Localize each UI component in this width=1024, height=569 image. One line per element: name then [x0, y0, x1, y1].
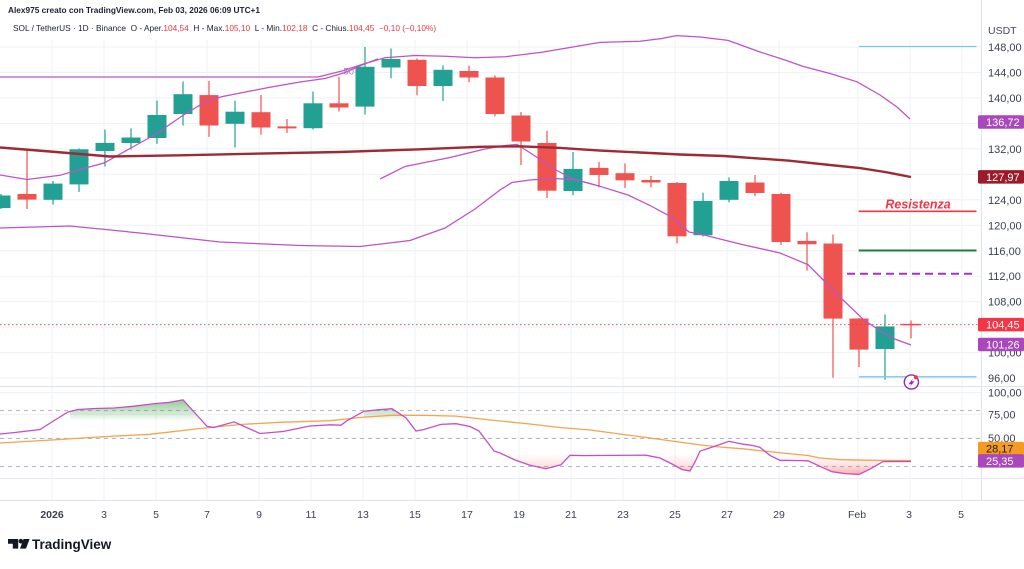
svg-text:13: 13	[357, 509, 369, 521]
svg-text:17: 17	[461, 509, 473, 521]
svg-text:19: 19	[513, 509, 525, 521]
svg-text:100,00: 100,00	[988, 388, 1022, 400]
svg-text:148,00: 148,00	[988, 42, 1022, 54]
svg-text:TradingView: TradingView	[32, 537, 112, 552]
svg-text:136,72: 136,72	[986, 117, 1020, 129]
svg-text:9: 9	[256, 509, 262, 521]
svg-text:5: 5	[153, 509, 159, 521]
svg-text:96,00: 96,00	[988, 373, 1016, 385]
svg-text:23: 23	[617, 509, 629, 521]
svg-text:7: 7	[204, 509, 210, 521]
svg-text:75,00: 75,00	[988, 409, 1016, 421]
svg-text:116,00: 116,00	[988, 246, 1021, 258]
svg-text:124,00: 124,00	[988, 195, 1022, 207]
svg-text:101,26: 101,26	[986, 340, 1020, 352]
svg-text:112,00: 112,00	[988, 271, 1021, 283]
svg-text:15: 15	[409, 509, 421, 521]
svg-text:5: 5	[958, 509, 964, 521]
svg-text:21: 21	[565, 509, 577, 521]
svg-text:USDT: USDT	[988, 25, 1017, 37]
svg-text:Feb: Feb	[848, 509, 866, 521]
svg-text:144,00: 144,00	[988, 68, 1022, 80]
svg-text:127,97: 127,97	[986, 172, 1020, 184]
svg-text:Alex975 creato con TradingView: Alex975 creato con TradingView.com, Feb …	[8, 5, 260, 15]
svg-text:SOL / TetherUS · 1D · Binance: SOL / TetherUS · 1D · Binance O - Aper.1…	[13, 23, 436, 33]
svg-text:108,00: 108,00	[988, 297, 1022, 309]
svg-text:140,00: 140,00	[988, 93, 1022, 105]
svg-text:132,00: 132,00	[988, 144, 1022, 156]
svg-text:29: 29	[773, 509, 785, 521]
svg-text:104,45: 104,45	[986, 320, 1020, 332]
svg-text:3: 3	[906, 509, 912, 521]
svg-text:11: 11	[306, 509, 317, 521]
svg-text:27: 27	[721, 509, 733, 521]
svg-text:120,00: 120,00	[988, 220, 1022, 232]
svg-text:25: 25	[669, 509, 681, 521]
svg-text:28,17: 28,17	[986, 444, 1014, 456]
svg-text:25,35: 25,35	[986, 456, 1014, 468]
svg-text:Resistenza: Resistenza	[885, 198, 950, 212]
svg-text:2026: 2026	[40, 509, 64, 521]
svg-text:3: 3	[101, 509, 107, 521]
svg-text:50: 50	[344, 67, 355, 78]
